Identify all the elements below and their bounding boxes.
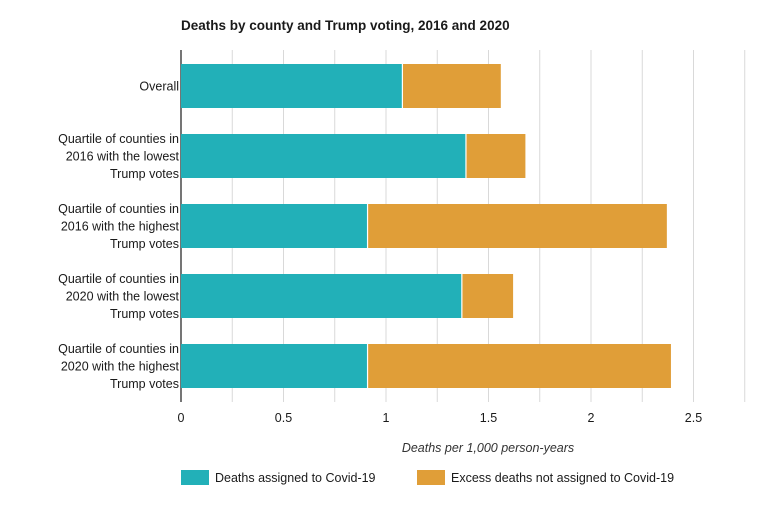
x-tick-label: 2 bbox=[588, 411, 595, 425]
category-label: 2016 with the highest bbox=[61, 220, 180, 234]
category-label: Trump votes bbox=[110, 307, 179, 321]
bars bbox=[181, 64, 671, 388]
x-axis-ticks: 0 0.5 1 1.5 2 2.5 bbox=[178, 411, 703, 425]
legend-label: Deaths assigned to Covid-19 bbox=[215, 471, 376, 485]
x-tick-label: 1 bbox=[383, 411, 390, 425]
category-label: Quartile of counties in bbox=[58, 272, 179, 286]
category-label: Quartile of counties in bbox=[58, 342, 179, 356]
category-label: Trump votes bbox=[110, 167, 179, 181]
category-labels: Overall Quartile of counties in 2016 with … bbox=[58, 80, 179, 392]
x-tick-label: 0 bbox=[178, 411, 185, 425]
category-label: Overall bbox=[139, 80, 179, 94]
category-label: Quartile of counties in bbox=[58, 202, 179, 216]
x-tick-label: 1.5 bbox=[480, 411, 497, 425]
bar-excess-deaths bbox=[465, 134, 526, 178]
x-tick-label: 0.5 bbox=[275, 411, 292, 425]
bar-covid-deaths bbox=[181, 344, 368, 388]
category-label: 2020 with the lowest bbox=[66, 290, 180, 304]
bar-excess-deaths bbox=[461, 274, 514, 318]
bar-covid-deaths bbox=[181, 274, 462, 318]
category-label: 2020 with the highest bbox=[61, 360, 180, 374]
category-label: Trump votes bbox=[110, 237, 179, 251]
chart-title: Deaths by county and Trump voting, 2016 … bbox=[181, 18, 510, 33]
legend-swatch bbox=[181, 470, 209, 485]
legend-label: Excess deaths not assigned to Covid-19 bbox=[451, 471, 674, 485]
category-label: Quartile of counties in bbox=[58, 132, 179, 146]
category-label: Trump votes bbox=[110, 377, 179, 391]
bar-covid-deaths bbox=[181, 204, 368, 248]
category-label: 2016 with the lowest bbox=[66, 150, 180, 164]
bar-covid-deaths bbox=[181, 64, 403, 108]
legend-swatch bbox=[417, 470, 445, 485]
bar-excess-deaths bbox=[367, 344, 671, 388]
bar-covid-deaths bbox=[181, 134, 466, 178]
x-tick-label: 2.5 bbox=[685, 411, 702, 425]
legend: Deaths assigned to Covid-19 Excess deaths… bbox=[181, 470, 674, 485]
bar-excess-deaths bbox=[367, 204, 667, 248]
bar-excess-deaths bbox=[402, 64, 501, 108]
x-axis-label: Deaths per 1,000 person-years bbox=[402, 441, 574, 455]
